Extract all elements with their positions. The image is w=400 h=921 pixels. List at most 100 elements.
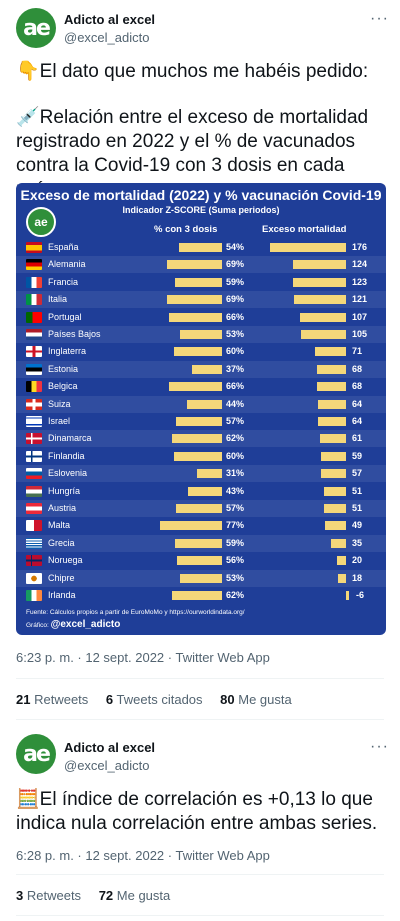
vaccination-value: 53%	[226, 572, 245, 583]
country-label: Italia	[48, 294, 68, 305]
vaccination-value: 62%	[226, 590, 245, 600]
column-header-vaccination: % con 3 dosis	[154, 224, 218, 235]
chart-image[interactable]: Exceso de mortalidad (2022) y % vacunaci…	[16, 183, 386, 635]
vaccination-bar	[197, 469, 222, 479]
country-flag-icon	[26, 276, 42, 288]
vaccination-value: 31%	[226, 468, 245, 479]
vaccination-value: 77%	[226, 520, 245, 531]
country-label: Belgica	[48, 381, 78, 392]
mortality-bar	[315, 347, 346, 357]
vaccination-value: 66%	[226, 381, 245, 392]
country-flag-icon	[26, 398, 42, 410]
mortality-value: 35	[352, 537, 363, 548]
author-name[interactable]: Adicto al excel	[64, 12, 156, 27]
mortality-value: 64	[352, 398, 363, 409]
vaccination-bar	[192, 364, 222, 374]
chart-row: Irlanda 62% -6	[16, 587, 386, 604]
author-name[interactable]: Adicto al excel	[64, 740, 156, 755]
mortality-value: 20	[352, 555, 363, 566]
mortality-value: 57	[352, 468, 363, 479]
mortality-bar	[293, 277, 346, 287]
mortality-bar	[318, 417, 346, 426]
mortality-bar	[293, 295, 346, 305]
country-flag-icon	[26, 450, 42, 462]
quotes-stat[interactable]: 6 Tweets citados	[106, 692, 203, 707]
vaccination-bar	[160, 521, 222, 531]
country-label: Eslovenia	[48, 468, 88, 479]
vaccination-bar	[186, 399, 222, 409]
mortality-value: 107	[352, 311, 368, 322]
mortality-value: 61	[352, 433, 363, 444]
mortality-value: 176	[352, 242, 368, 252]
avatar[interactable]: ae	[16, 8, 56, 48]
country-label: Países Bajos	[48, 329, 101, 339]
mortality-value: 51	[352, 485, 363, 496]
likes-stat[interactable]: 80 Me gusta	[220, 692, 292, 707]
country-flag-icon	[26, 381, 42, 393]
mortality-bar	[337, 556, 346, 566]
mortality-value: 18	[352, 572, 363, 583]
vaccination-value: 56%	[226, 555, 245, 566]
vaccination-bar	[174, 277, 222, 287]
country-flag-icon	[26, 329, 42, 340]
divider	[16, 915, 384, 916]
chart-row: Hungría 43% 51	[16, 483, 386, 500]
chart-credit-label: Gráfico:	[26, 622, 49, 629]
more-options-icon[interactable]: ···	[370, 10, 389, 27]
engagement-stats: 3 Retweets 72 Me gusta	[16, 888, 184, 903]
vaccination-bar	[177, 556, 222, 566]
quotes-count: 6	[105, 692, 114, 707]
avatar[interactable]: ae	[16, 734, 56, 774]
mortality-value: 121	[352, 294, 368, 305]
avatar-logo: ae	[23, 15, 51, 41]
chart-row: Francia 59% 123	[16, 274, 386, 291]
country-flag-icon	[26, 416, 42, 427]
country-flag-icon	[26, 433, 42, 445]
chart-row: Finlandia 60% 59	[16, 448, 386, 465]
vaccination-bar	[179, 573, 222, 583]
country-label: Finlandia	[48, 450, 85, 461]
mortality-bar	[338, 573, 346, 583]
mortality-bar	[324, 521, 346, 531]
retweets-count: 3	[16, 888, 24, 903]
likes-label: Me gusta	[238, 692, 292, 707]
author-handle[interactable]: @excel_adicto	[64, 30, 150, 45]
retweets-count: 21	[16, 692, 31, 707]
chart-credit: Gráfico: @excel_adicto	[26, 619, 120, 630]
tweet-2: ae Adicto al excel @excel_adicto ··· 🧮El…	[0, 728, 400, 921]
retweets-stat[interactable]: 3 Retweets	[16, 888, 81, 903]
quotes-label: Tweets citados	[116, 692, 203, 707]
chart-row: Grecia 59% 35	[16, 534, 386, 552]
mortality-bar	[319, 434, 346, 444]
author-handle[interactable]: @excel_adicto	[64, 758, 150, 773]
vaccination-value: 60%	[226, 346, 245, 357]
vaccination-bar	[166, 295, 222, 305]
mortality-value: 64	[352, 416, 363, 426]
retweets-stat[interactable]: 21 Retweets	[16, 692, 88, 707]
country-flag-icon	[26, 537, 42, 549]
vaccination-value: 59%	[226, 276, 245, 287]
country-label: Estonia	[48, 363, 79, 374]
country-flag-icon	[26, 242, 42, 253]
more-options-icon[interactable]: ···	[370, 738, 389, 755]
country-flag-icon	[26, 590, 42, 601]
mortality-value: 59	[352, 450, 363, 461]
vaccination-bar	[172, 434, 222, 444]
vaccination-bar	[176, 417, 222, 426]
country-label: Malta	[48, 520, 71, 531]
mortality-value: 124	[352, 259, 368, 270]
country-label: Austria	[48, 503, 77, 513]
country-flag-icon	[26, 311, 42, 323]
chart-row: Estonia 37% 68	[16, 360, 386, 378]
chart-row: Dinamarca 62% 61	[16, 430, 386, 448]
tweet-timestamp[interactable]: 6:23 p. m. · 12 sept. 2022 · Twitter Web…	[16, 650, 270, 665]
vaccination-value: 69%	[226, 294, 245, 305]
chart-logo: ae	[26, 207, 56, 237]
vaccination-bar	[174, 347, 222, 357]
chart-subtitle: Indicador Z-SCORE (Suma periodos)	[122, 205, 280, 215]
tweet-timestamp[interactable]: 6:28 p. m. · 12 sept. 2022 · Twitter Web…	[16, 848, 270, 863]
vaccination-value: 37%	[226, 363, 245, 374]
mortality-bar	[300, 330, 346, 339]
chart-row: Chipre 53% 18	[16, 569, 386, 587]
likes-stat[interactable]: 72 Me gusta	[99, 888, 171, 903]
